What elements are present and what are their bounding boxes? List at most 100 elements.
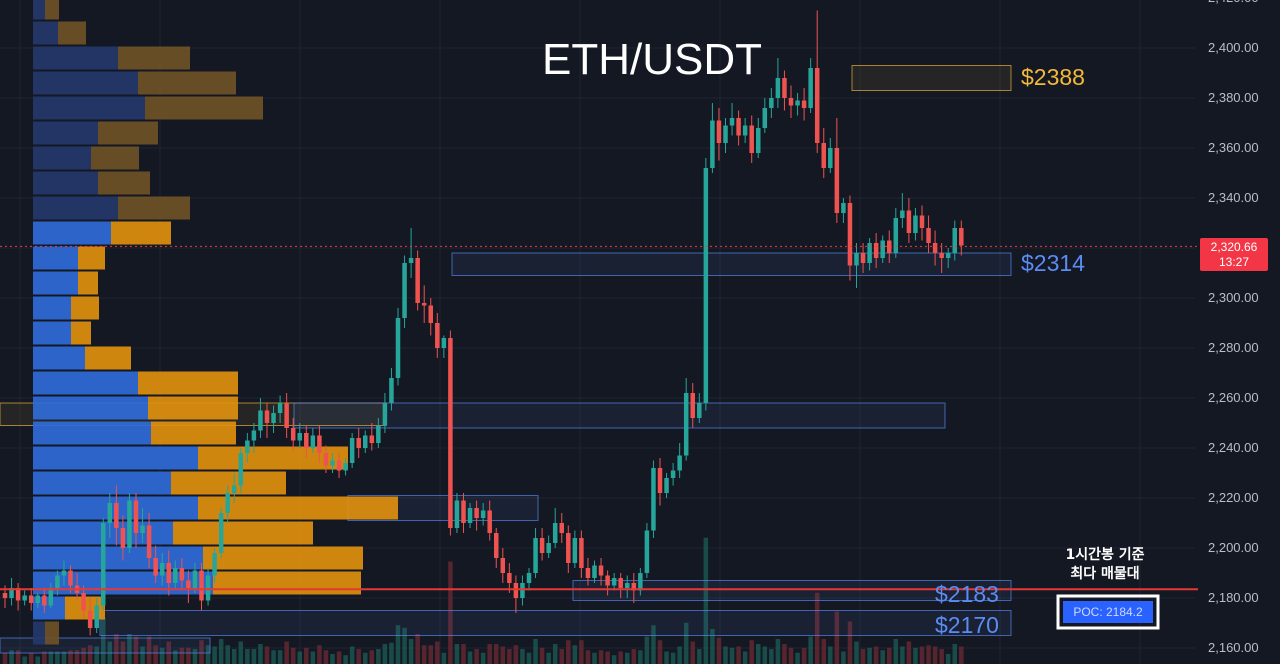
candle-body <box>762 108 768 128</box>
candle-body <box>756 128 761 153</box>
volume-bar <box>153 645 158 664</box>
volume-bar <box>513 645 519 664</box>
candle-body <box>959 228 964 246</box>
candle-body <box>179 568 185 581</box>
candle-body <box>769 98 774 108</box>
candle-body <box>670 470 676 478</box>
candle-body <box>795 100 800 106</box>
annotation-line-2: 최다 매물대 <box>1070 566 1139 582</box>
profile-buy-bar <box>33 146 91 170</box>
candle-body <box>363 435 368 448</box>
annotation-line-1: 1시간봉 기준 <box>1065 546 1144 563</box>
volume-bar <box>756 644 761 664</box>
candle-body <box>159 563 165 576</box>
level-label-2314: $2314 <box>1021 250 1085 276</box>
volume-bar <box>906 641 912 664</box>
volume-bar <box>828 646 833 664</box>
volume-bar <box>729 647 735 664</box>
candle-body <box>552 523 558 543</box>
volume-bar <box>251 649 257 664</box>
candle-body <box>546 543 551 553</box>
candle-body <box>382 403 388 426</box>
candle-body <box>638 573 643 591</box>
profile-sell-bar <box>71 296 99 320</box>
candle-body <box>232 485 237 493</box>
volume-bar <box>716 637 722 664</box>
price-axis: 2,160.00 2,180.00 2,200.00 2,220.00 2,240.00… <box>1208 0 1259 655</box>
candle-body <box>480 510 486 518</box>
volume-bar <box>28 652 34 664</box>
candle-body <box>834 148 840 213</box>
volume-bar <box>87 645 93 664</box>
volume-bar <box>192 649 198 664</box>
candle-body <box>585 568 591 578</box>
candle-body <box>697 403 702 418</box>
volume-bar <box>834 611 840 664</box>
candle-body <box>199 570 204 601</box>
candle-body <box>173 568 178 583</box>
candle-body <box>605 575 610 586</box>
volume-bar <box>801 647 807 664</box>
volume-bar <box>284 641 289 664</box>
volume-bar <box>677 646 682 664</box>
candle-body <box>402 263 407 318</box>
volume-bar <box>290 647 296 664</box>
volume-bar <box>847 621 853 664</box>
profile-sell-bar <box>58 21 86 45</box>
candle-body <box>120 528 126 548</box>
volume-bar <box>35 656 40 664</box>
candle-body <box>821 143 826 168</box>
volume-bar <box>657 640 663 664</box>
volume-bar <box>218 639 224 664</box>
y-tick-label: 2,160.00 <box>1208 640 1259 655</box>
volume-bar <box>749 640 754 664</box>
profile-sell-bar <box>85 346 131 370</box>
profile-buy-bar <box>33 596 65 620</box>
candle-body <box>454 500 460 528</box>
candle-body <box>500 558 506 573</box>
volume-bar <box>127 634 132 664</box>
candle-body <box>814 68 820 143</box>
volume-bar <box>919 646 925 664</box>
volume-bar <box>854 641 859 664</box>
volume-bar <box>952 644 957 664</box>
candle-body <box>867 243 872 263</box>
y-tick-label: 2,280.00 <box>1208 340 1259 355</box>
candle-body <box>474 508 479 518</box>
price-zone <box>99 610 1012 636</box>
volume-bar <box>598 650 604 664</box>
candle-body <box>421 303 427 306</box>
volume-bar <box>376 649 381 664</box>
candle-body <box>913 215 918 233</box>
candle-body <box>742 125 748 136</box>
volume-bar <box>552 644 558 664</box>
volume-bar <box>323 650 329 664</box>
volume-bar <box>795 652 800 664</box>
candle-body <box>330 460 335 466</box>
volume-bar <box>546 652 551 664</box>
profile-sell-bar <box>138 71 236 95</box>
volume-bar <box>959 646 964 664</box>
volume-bar <box>867 647 872 664</box>
volume-bar <box>297 651 302 664</box>
volume-bar <box>245 649 250 664</box>
volume-bar <box>762 646 768 664</box>
current-price-label: 2,320.66 <box>1211 240 1258 254</box>
volume-bar <box>461 644 466 664</box>
profile-sell-bar <box>78 271 98 295</box>
volume-bar <box>592 652 597 664</box>
level-label-2170: $2170 <box>935 612 999 638</box>
volume-bar <box>900 646 905 664</box>
candle-body <box>651 468 656 531</box>
volume-bar <box>697 649 702 664</box>
volume-bar <box>723 646 728 664</box>
candle-body <box>35 595 40 603</box>
candle-body <box>526 573 532 583</box>
candle-body <box>592 565 597 578</box>
candle-body <box>860 253 866 263</box>
y-tick-label: 2,260.00 <box>1208 390 1259 405</box>
candle-body <box>854 253 859 266</box>
candle-body <box>932 243 938 253</box>
